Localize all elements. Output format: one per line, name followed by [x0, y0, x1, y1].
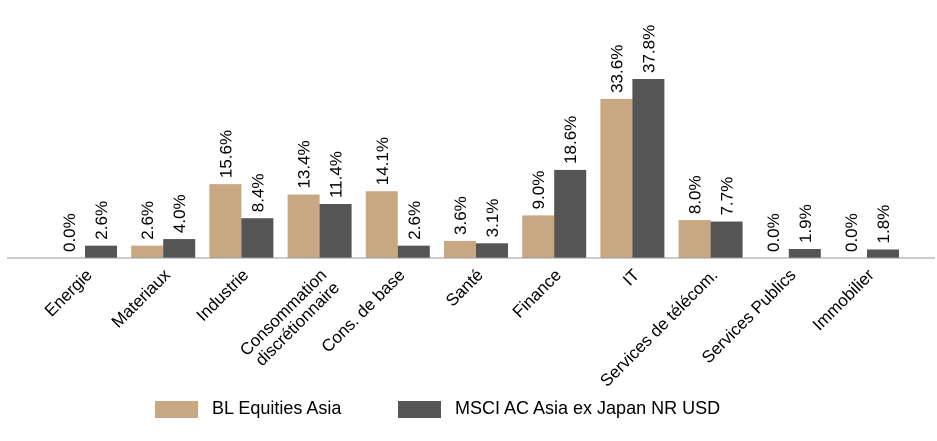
category-label-4: Cons. de base — [318, 265, 409, 356]
category-label-6: Finance — [509, 265, 565, 321]
bar-1-4 — [365, 191, 398, 258]
category-label-2: Industrie — [193, 265, 253, 325]
bar-2-10 — [867, 249, 899, 258]
value-label-1-5: 3.6% — [451, 196, 470, 235]
legend-swatch-series2 — [398, 401, 441, 418]
legend-swatch-series1 — [155, 401, 198, 418]
bar-2-3 — [319, 204, 352, 258]
legend: BL Equities Asia MSCI AC Asia ex Japan N… — [155, 398, 915, 438]
value-label-2-2: 8.4% — [248, 173, 267, 212]
value-label-2-7: 37.8% — [639, 25, 658, 73]
value-label-1-1: 2.6% — [138, 201, 157, 240]
value-label-2-10: 1.8% — [874, 205, 893, 244]
value-label-2-5: 3.1% — [483, 199, 502, 238]
value-label-2-4: 2.6% — [405, 201, 424, 240]
value-label-2-3: 11.4% — [327, 151, 346, 198]
legend-label-series2: MSCI AC Asia ex Japan NR USD — [455, 398, 721, 418]
category-labels-group: Energie Materiaux IndustrieConsommationdis… — [41, 265, 878, 390]
value-label-2-0: 2.6% — [92, 201, 111, 240]
value-label-1-10: 0.0% — [842, 213, 861, 252]
bar-2-1 — [163, 239, 196, 258]
bars-group — [85, 79, 899, 258]
value-label-2-9: 1.9% — [796, 204, 815, 243]
category-label-3: Consommationdiscrétionnaire — [236, 265, 343, 372]
bar-1-6 — [522, 215, 555, 258]
category-label-7: IT — [619, 265, 643, 289]
bar-2-9 — [788, 249, 821, 258]
bar-1-2 — [209, 184, 242, 258]
bar-2-8 — [710, 221, 743, 258]
bar-2-2 — [241, 218, 274, 258]
bar-1-3 — [287, 194, 320, 258]
value-label-1-8: 8.0% — [686, 175, 705, 214]
bar-2-5 — [476, 243, 508, 258]
value-label-1-0: 0.0% — [60, 213, 79, 252]
legend-item-msci: MSCI AC Asia ex Japan NR USD — [398, 398, 758, 418]
legend-label-series1: BL Equities Asia — [212, 398, 342, 418]
value-label-1-7: 33.6% — [607, 45, 626, 93]
bar-chart: 0.0% 2.6% 2.6% 4.0% 15.6% 8.4% 13.4% 11.4% 14.1%… — [7, 25, 935, 390]
category-label-5: Santé — [442, 265, 487, 310]
category-label-10: Immobilier — [809, 265, 878, 334]
category-label-0: Energie — [41, 265, 96, 320]
value-label-1-2: 15.6% — [216, 130, 235, 178]
value-label-1-6: 9.0% — [529, 171, 548, 210]
value-label-1-4: 14.1% — [373, 137, 392, 185]
bar-2-6 — [554, 169, 587, 258]
value-label-1-3: 13.4% — [295, 140, 314, 188]
value-label-2-6: 18.6% — [561, 116, 580, 164]
value-label-2-1: 4.0% — [170, 194, 189, 233]
bar-1-8 — [678, 220, 711, 258]
legend-item-bl-equities-asia: BL Equities Asia — [155, 398, 341, 418]
value-labels-group: 0.0% 2.6% 2.6% 4.0% 15.6% 8.4% 13.4% 11.4% 14.1%… — [60, 25, 893, 252]
category-label-8: Services de télécom. — [596, 265, 721, 390]
bar-2-0 — [85, 245, 117, 258]
category-label-1: Materiaux — [108, 265, 175, 332]
bar-2-4 — [397, 245, 430, 258]
bar-1-7 — [600, 98, 633, 258]
value-label-1-9: 0.0% — [764, 213, 783, 252]
bar-1-5 — [444, 240, 476, 258]
value-label-2-8: 7.7% — [718, 177, 737, 216]
bar-1-1 — [131, 245, 164, 258]
bar-2-7 — [632, 79, 665, 258]
